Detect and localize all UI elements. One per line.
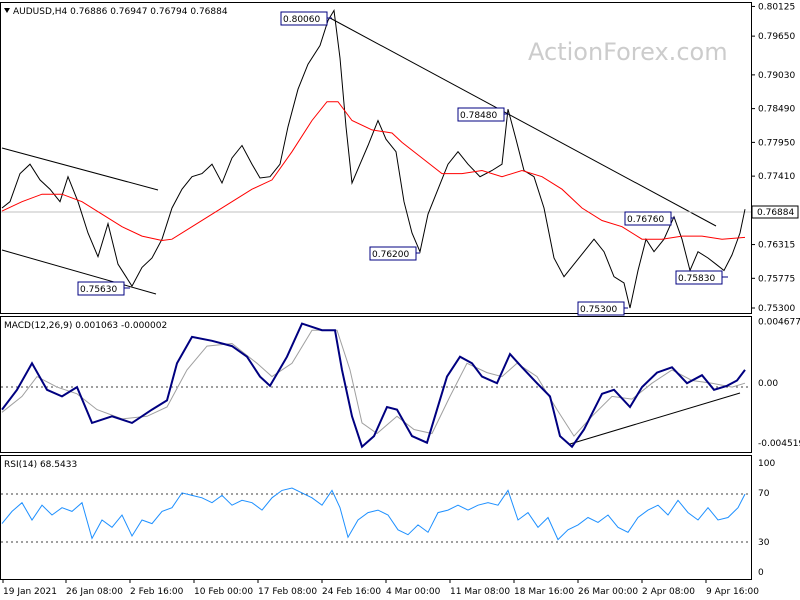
x-tick-label: 26 Jan 08:00: [66, 587, 123, 597]
x-tick-label: 2 Feb 16:00: [130, 587, 184, 597]
macd-tick-label: 0.004677: [758, 317, 800, 327]
annotation-0.80060: 0.80060: [280, 11, 332, 26]
macd-title: MACD(12,26,9) 0.001063 -0.000002: [4, 321, 167, 331]
annotation-0.76200: 0.76200: [369, 246, 420, 261]
macd-line: [1, 322, 746, 449]
price-tick-label: 0.80125: [758, 2, 795, 12]
price-tick-label: 0.76315: [758, 241, 795, 251]
rsi-tick-label: 0: [758, 568, 764, 578]
drawing-objects: [1, 17, 741, 445]
annotation-label: 0.76760: [627, 215, 664, 225]
rsi-title: RSI(14) 68.5433: [4, 460, 77, 470]
rsi-tick-label: 100: [758, 459, 775, 469]
annotation-0.78480: 0.78480: [457, 107, 508, 122]
moving-average-line: [1, 101, 746, 242]
annotation-0.75830: 0.75830: [675, 270, 728, 285]
macd-tick-label: 0.00: [758, 379, 778, 389]
macd-y-axis: 0.004677 0.00 -0.004519: [758, 317, 800, 449]
rsi-panel-frame: [0, 455, 752, 580]
price-tick-label: 0.75775: [758, 274, 795, 284]
x-tick-label: 9 Apr 16:00: [706, 587, 759, 597]
current-price-tag: 0.76884: [751, 205, 799, 219]
annotation-label: 0.75630: [80, 285, 117, 295]
price-tick-label: 0.77950: [758, 138, 795, 148]
x-tick-label: 4 Mar 00:00: [386, 587, 441, 597]
header-triangle-icon: [4, 8, 10, 13]
x-tick-label: 19 Jan 2021: [3, 587, 57, 597]
price-series-line: [1, 9, 746, 309]
rsi-line: [1, 487, 746, 541]
price-annotations: 0.80060 0.78480 0.76200 0.75630 0.75300 …: [77, 11, 728, 316]
x-tick-label: 24 Feb 16:00: [322, 587, 381, 597]
annotation-label: 0.80060: [283, 15, 320, 25]
price-y-axis: 0.80125 0.79650 0.79030 0.78490 0.77950 0.774…: [751, 2, 795, 314]
x-tick-label: 26 Mar 00:00: [578, 587, 638, 597]
x-tick-label: 17 Feb 08:00: [258, 587, 317, 597]
downtrend-line: [329, 17, 717, 227]
annotation-label: 0.75300: [580, 305, 617, 315]
annotation-label: 0.78480: [460, 111, 497, 121]
annotation-0.76760: 0.76760: [624, 211, 675, 226]
symbol-line: AUDUSD,H4 0.76886 0.76947 0.76794 0.7688…: [13, 7, 228, 17]
annotation-0.75630: 0.75630: [77, 281, 130, 296]
price-tick-label: 0.75300: [758, 304, 795, 314]
watermark: ActionForex.com: [528, 38, 728, 66]
rsi-tick-label: 70: [758, 489, 770, 499]
x-tick-label: 2 Apr 08:00: [642, 587, 695, 597]
x-tick-label: 18 Mar 16:00: [514, 587, 574, 597]
rsi-y-axis: 100 70 30 0: [758, 459, 775, 578]
rsi-tick-label: 30: [758, 538, 770, 548]
price-tick-label: 0.79030: [758, 71, 795, 81]
channel-lower-line: [1, 249, 157, 295]
macd-support-line: [569, 392, 741, 445]
current-price-label: 0.76884: [757, 208, 794, 218]
price-tick-label: 0.79650: [758, 32, 795, 42]
symbol-header: AUDUSD,H4 0.76886 0.76947 0.76794 0.7688…: [4, 7, 228, 17]
x-tick-label: 10 Feb 00:00: [194, 587, 253, 597]
x-tick-label: 11 Mar 08:00: [450, 587, 510, 597]
x-axis: 19 Jan 2021 26 Jan 08:00 2 Feb 16:00 10 Feb…: [2, 579, 759, 597]
macd-tick-label: -0.004519: [758, 439, 800, 449]
annotation-label: 0.75830: [678, 274, 715, 284]
price-tick-label: 0.78490: [758, 105, 795, 115]
price-panel-frame: [0, 2, 752, 314]
channel-upper-line: [1, 147, 159, 191]
annotation-label: 0.76200: [372, 250, 409, 260]
price-tick-label: 0.77410: [758, 172, 795, 182]
annotation-0.75300: 0.75300: [577, 301, 628, 316]
